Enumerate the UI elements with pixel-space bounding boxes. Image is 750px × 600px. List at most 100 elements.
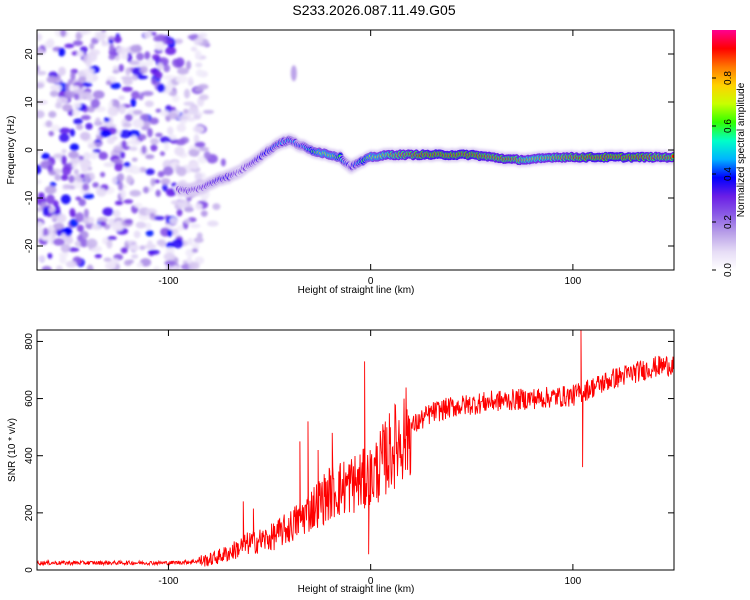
spectrogram-noise-blob [37, 164, 42, 175]
snr-y-tick-label: 0 [24, 567, 35, 573]
spectrogram-noise-blob [175, 139, 186, 146]
spectrogram-noise-blob [185, 60, 192, 70]
spectrogram-noise-blob [159, 136, 171, 144]
spectrogram-noise-blob [69, 143, 80, 152]
spectrogram-noise-blob [105, 123, 117, 129]
spectrogram-noise-blob [46, 75, 58, 84]
spectrogram-noise-blob [92, 148, 101, 154]
spectrogram-noise-blob [41, 265, 52, 270]
spectrogram-noise-blob [119, 129, 132, 139]
spectrogram-noise-blob [48, 206, 56, 213]
spectrogram-noise-blob [101, 41, 111, 47]
spectrogram-noise-blob [122, 77, 133, 86]
spectrogram-noise-blob [162, 182, 168, 192]
spectrogram-noise-blob [176, 208, 183, 217]
spectrogram-noise-blob [143, 120, 151, 128]
spectrogram-noise-blob [92, 90, 105, 99]
spectrogram-noise-blob [75, 212, 84, 223]
spectrogram-noise-blob [200, 210, 208, 217]
spectrogram-noise-blob [94, 253, 102, 259]
spectrogram-noise-blob [102, 207, 114, 217]
spectrogram-noise-blob [69, 128, 76, 137]
spectrogram-noise-blob [68, 85, 80, 91]
spectrogram-noise-blob [45, 120, 53, 128]
spectrogram-noise-blob [157, 62, 164, 71]
spectrogram-noise-blob [189, 223, 201, 229]
spectrogram-noise-blob [116, 46, 128, 55]
spectrogram-noise-blob [212, 203, 221, 210]
spectrogram-noise-blob [131, 135, 138, 142]
spectrogram-noise-blob [154, 42, 166, 51]
spectrogram-noise-blob [68, 151, 80, 159]
spectrogram-noise-blob [150, 138, 160, 145]
spectrogram-noise-blob [172, 265, 181, 270]
spectrogram-noise-blob [103, 162, 115, 168]
spectrogram-noise-blob [60, 30, 67, 37]
spectrogram-noise-blob [37, 221, 44, 229]
spectrogram-noise-blob [92, 182, 99, 188]
spectrogram-noise-blob [47, 253, 53, 259]
spectrogram-noise-blob [91, 37, 99, 45]
spectrogram-noise-blob [72, 108, 80, 117]
snr-frame [36, 329, 675, 571]
spectrogram-noise-blob [61, 155, 67, 165]
spectrogram-noise-blob [58, 47, 66, 57]
spectrogram-noise-blob [143, 31, 152, 39]
spectrogram-noise-blob [37, 70, 47, 76]
spectrogram-noise-blob [136, 52, 145, 61]
spectrogram-noise-blob [194, 50, 202, 60]
spectrogram-noise-blob [37, 149, 42, 155]
spectrogram-noise-blob [176, 115, 189, 120]
spectrogram-noise-blob [78, 76, 87, 83]
spectrogram-noise-blob [69, 207, 76, 218]
spectrogram-noise-blob [142, 186, 150, 194]
spectrogram-noise-blob [165, 188, 177, 197]
spectrogram-noise-blob [51, 124, 61, 132]
spectrogram-noise-blob [150, 178, 156, 187]
spectrogram-noise-blob [157, 170, 165, 178]
spectrogram-noise-blob [75, 124, 84, 130]
spectrogram-noise-blob [114, 200, 124, 206]
spectrogram-noise-blob [48, 170, 57, 176]
spectrogram-noise-blob [163, 64, 171, 73]
spectrogram-noise-blob [37, 227, 43, 237]
spectrogram-noise-blob [149, 117, 159, 125]
snr-ticks: -100 0 100 0 200 400 600 800 [24, 330, 674, 587]
spectrogram-noise-blob [85, 122, 93, 130]
spectrogram-noise-blob [135, 221, 146, 229]
spectrogram-noise-blob [172, 95, 180, 103]
spectrogram-isolated-blob [290, 65, 297, 82]
spectrogram-noise-blob [154, 216, 165, 221]
spectrogram-noise-blob [187, 237, 194, 246]
spectrogram-noise-blob [37, 179, 42, 185]
spectrogram-noise-blob [175, 74, 188, 84]
spectrogram-noise-blob [64, 236, 74, 245]
spectrogram-noise-blob [109, 43, 115, 53]
snr-x-tick-label: -100 [158, 576, 178, 587]
spectrogram-noise-blob [162, 166, 174, 176]
spectrogram-noise-blob [124, 218, 133, 225]
snr-y-tick-label: 400 [24, 447, 35, 464]
spectrogram-noise-blob [82, 152, 91, 160]
spectrogram-noise-blob [174, 146, 185, 156]
spectrogram-noise-blob [91, 223, 103, 230]
spectrogram-noise-blob [54, 205, 61, 215]
spectrogram-noise-blob [121, 86, 133, 92]
spectrogram-noise-blob [172, 238, 184, 249]
spectrogram-noise-blob [145, 168, 155, 176]
spectrogram-noise-blob [84, 173, 91, 184]
spectrogram-noise-blob [183, 108, 189, 114]
spectrogram-noise-blob [98, 151, 108, 160]
spectrogram-noise-blob [44, 185, 57, 195]
spectrogram-noise-blob [56, 213, 67, 223]
spectrogram-noise-blob [108, 218, 115, 227]
spectrogram-noise-blob [96, 31, 106, 42]
spectrogram-noise-blob [59, 133, 70, 143]
spectrogram-noise-blob [145, 229, 154, 237]
spectrogram-noise-blob [73, 101, 82, 109]
spectrogram-noise-blob [80, 238, 88, 248]
spectrogram-noise-blob [192, 125, 205, 133]
spectrogram-noise-blob [184, 218, 191, 224]
spectrogram-marks [37, 30, 674, 270]
